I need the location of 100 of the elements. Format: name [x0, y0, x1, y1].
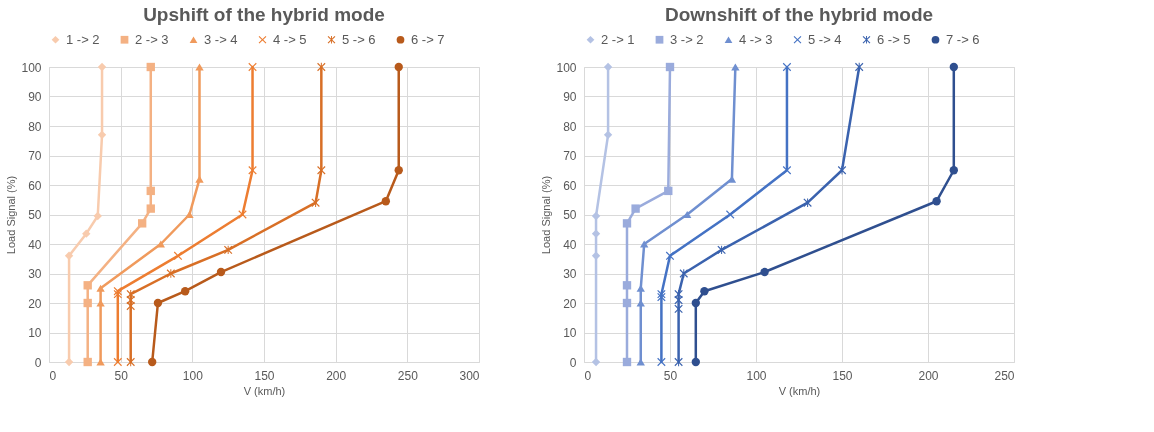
point [93, 211, 102, 221]
point [622, 298, 632, 308]
point [949, 62, 958, 72]
y-tick-label: 90 [28, 90, 42, 104]
point [731, 63, 740, 71]
y-tick-label: 80 [563, 119, 577, 134]
point [216, 267, 226, 277]
point [674, 304, 683, 314]
point [591, 229, 601, 238]
y-axis-title: Load Signal (%) [540, 175, 553, 255]
point [195, 63, 204, 71]
point [126, 357, 135, 367]
x-tick-label: 150 [254, 368, 275, 383]
y-tick-label: 90 [563, 90, 577, 104]
point [137, 219, 147, 228]
point [180, 287, 190, 296]
point [622, 281, 632, 290]
point [146, 186, 155, 196]
point [665, 62, 675, 72]
point [657, 289, 666, 299]
y-tick-label: 0 [569, 355, 577, 370]
point [665, 251, 675, 260]
point [82, 229, 91, 238]
point [146, 204, 155, 213]
legend-label: 1 -> 2 [66, 31, 100, 47]
point [631, 204, 640, 213]
point [674, 357, 683, 367]
x-tick-label: 200 [326, 368, 347, 383]
x-tick-label: 50 [663, 368, 678, 383]
point [317, 62, 326, 72]
legend-label: 6 -> 7 [411, 31, 445, 47]
point [248, 166, 257, 175]
point [683, 210, 692, 219]
legend-label: 4 -> 3 [739, 31, 773, 47]
point [691, 298, 700, 308]
point [932, 197, 941, 206]
x-tick-label: 100 [182, 368, 204, 383]
point [96, 358, 105, 366]
point [640, 240, 649, 248]
y-tick-label: 10 [28, 326, 42, 340]
x-tick-label: 50 [114, 368, 129, 383]
y-tick-label: 40 [28, 237, 42, 252]
y-tick-label: 80 [28, 119, 42, 134]
y-tick-label: 100 [21, 60, 42, 75]
point [381, 197, 391, 206]
y-tick-label: 10 [563, 326, 577, 340]
y-tick-label: 100 [556, 60, 577, 75]
point [96, 284, 105, 292]
point [760, 267, 769, 277]
point [96, 299, 105, 307]
y-tick-label: 70 [563, 149, 577, 163]
point [591, 251, 601, 260]
point [173, 251, 183, 260]
point [657, 357, 666, 367]
chart-title: Downshift of the hybrid mode [664, 4, 934, 25]
x-tick-label: 0 [49, 368, 57, 383]
x-axis-title: V (km/h) [778, 384, 821, 397]
y-axis-title: Load Signal (%) [5, 175, 18, 255]
x-axis-title: V (km/h) [243, 384, 286, 397]
point [622, 357, 632, 367]
x-tick-label: 150 [832, 368, 853, 383]
point [153, 298, 163, 308]
y-tick-label: 40 [563, 237, 577, 252]
x-tick-label: 250 [994, 368, 1015, 383]
point [83, 357, 92, 367]
point [855, 62, 864, 72]
point [148, 357, 157, 367]
point [691, 357, 700, 367]
x-tick-label: 200 [918, 368, 939, 383]
point [394, 166, 403, 175]
point [64, 251, 74, 260]
point [166, 269, 176, 278]
point [717, 245, 726, 255]
point [83, 298, 92, 308]
point [674, 289, 683, 299]
y-tick-label: 60 [28, 178, 42, 193]
legend-label: 5 -> 6 [342, 31, 376, 47]
x-tick-label: 300 [459, 368, 480, 383]
legend-label: 3 -> 4 [204, 31, 238, 47]
legend-label: 6 -> 5 [877, 31, 911, 47]
point [782, 166, 792, 175]
point [837, 166, 847, 175]
point [664, 186, 673, 196]
y-tick-label: 20 [563, 296, 577, 311]
y-tick-label: 30 [563, 267, 577, 281]
y-tick-label: 60 [563, 178, 577, 193]
x-tick-label: 250 [397, 368, 419, 383]
point [83, 281, 92, 290]
point [156, 240, 165, 248]
y-tick-label: 30 [28, 267, 42, 281]
point [248, 62, 257, 72]
legend-label: 7 -> 6 [946, 31, 980, 47]
y-tick-label: 50 [563, 208, 577, 222]
x-tick-label: 0 [584, 368, 592, 383]
y-tick-label: 70 [28, 149, 42, 163]
point [949, 166, 958, 175]
point [113, 357, 122, 367]
legend-label: 5 -> 4 [808, 31, 842, 47]
chart-title: Upshift of the hybrid mode [143, 4, 385, 25]
legend-label: 2 -> 3 [135, 31, 169, 47]
